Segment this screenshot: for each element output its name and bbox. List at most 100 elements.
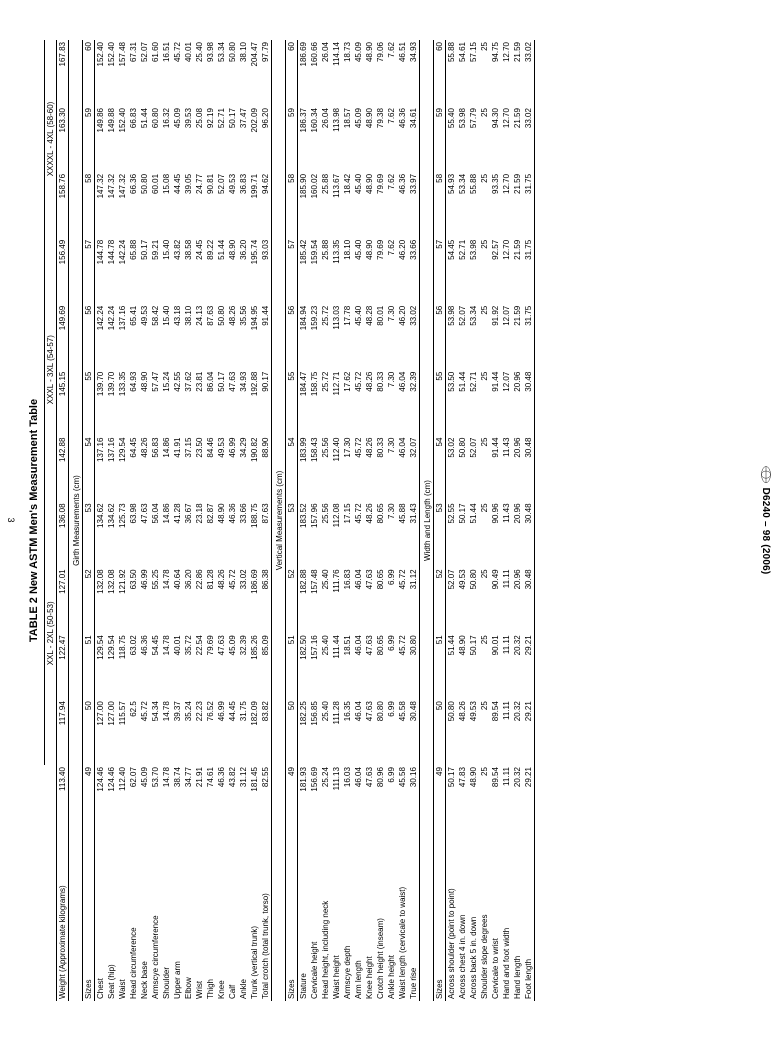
measure-val: 23.50 (194, 436, 205, 502)
measure-val: 7.62 (386, 40, 397, 106)
measure-val: 7.62 (386, 238, 397, 304)
measure-val: 29.21 (523, 633, 535, 699)
measure-val: 53.34 (457, 172, 468, 238)
measure-val: 50.80 (227, 40, 238, 106)
measure-val: 6.99 (386, 633, 397, 699)
measure-val: 25 (479, 567, 490, 633)
sizes-label: Sizes (434, 831, 446, 1001)
measure-val: 86.38 (260, 567, 272, 633)
measure-val: 91.44 (490, 436, 501, 502)
measure-val: 46.99 (139, 567, 150, 633)
measure-val: 25.72 (320, 304, 331, 370)
measure-val: 46.04 (353, 699, 364, 765)
measure-label: Head circumference (128, 831, 139, 1001)
measure-val: 111.76 (331, 567, 342, 633)
astm-logo-icon (760, 466, 772, 484)
measure-val: 24.13 (194, 304, 205, 370)
measure-val: 7.62 (386, 172, 397, 238)
measure-label: Wrist (194, 831, 205, 1001)
measure-val: 45.58 (397, 699, 408, 765)
measure-val: 42.55 (172, 370, 183, 436)
measure-val: 20.32 (512, 699, 523, 765)
measure-val: 60.01 (150, 172, 161, 238)
measure-val: 33.02 (238, 567, 249, 633)
measure-val: 113.98 (331, 106, 342, 172)
weight-val: 136.08 (57, 501, 69, 567)
weight-val: 113.40 (57, 765, 69, 831)
measure-val: 48.26 (364, 501, 375, 567)
size-col: 58 (434, 172, 446, 238)
measure-val: 182.50 (298, 633, 310, 699)
measure-val: 142.24 (95, 304, 107, 370)
measure-val: 17.78 (342, 304, 353, 370)
measure-label: Foot length (523, 831, 535, 1001)
size-col: 54 (83, 436, 95, 502)
size-col: 52 (434, 567, 446, 633)
measure-val: 57.79 (468, 106, 479, 172)
measure-label: Arm length (353, 831, 364, 1001)
measure-val: 67.31 (128, 40, 139, 106)
measure-val: 80.01 (375, 304, 386, 370)
size-col: 50 (83, 699, 95, 765)
measure-val: 7.30 (386, 304, 397, 370)
size-col: 56 (286, 304, 298, 370)
measure-val: 34.29 (238, 436, 249, 502)
measure-val: 183.52 (298, 501, 310, 567)
measure-val: 156.69 (309, 765, 320, 831)
measure-val: 156.85 (309, 699, 320, 765)
measure-val: 133.35 (117, 370, 128, 436)
measure-val: 50.80 (446, 699, 458, 765)
measure-val: 31.43 (408, 501, 420, 567)
measure-label: Elbow (183, 831, 194, 1001)
measure-val: 45.40 (353, 238, 364, 304)
measure-val: 125.73 (117, 501, 128, 567)
measure-val: 57.47 (150, 370, 161, 436)
measure-val: 48.26 (364, 436, 375, 502)
measure-val: 142.24 (106, 304, 117, 370)
measure-val: 55.88 (468, 172, 479, 238)
sizes-label: Sizes (286, 831, 298, 1001)
measure-val: 46.20 (397, 238, 408, 304)
measure-val: 20.96 (512, 501, 523, 567)
measure-val: 137.16 (95, 436, 107, 502)
measure-val: 50.17 (446, 765, 458, 831)
measure-val: 33.02 (408, 304, 420, 370)
measure-label: Ankle height (386, 831, 397, 1001)
measure-val: 48.28 (364, 304, 375, 370)
measure-val: 152.40 (95, 40, 107, 106)
measure-val: 47.63 (364, 765, 375, 831)
measure-val: 20.96 (512, 370, 523, 436)
measure-val: 90.81 (205, 172, 216, 238)
measure-val: 157.48 (309, 567, 320, 633)
measure-val: 17.62 (342, 370, 353, 436)
measure-val: 49.53 (216, 436, 227, 502)
section-heading: Width and Length (cm) (420, 40, 434, 1001)
measure-val: 83.82 (260, 699, 272, 765)
measure-val: 45.09 (172, 106, 183, 172)
measure-val: 48.90 (139, 370, 150, 436)
measure-val: 79.69 (205, 633, 216, 699)
measure-val: 80.33 (375, 370, 386, 436)
measure-label: Calf (227, 831, 238, 1001)
measure-val: 93.35 (490, 172, 501, 238)
measure-val: 82.55 (260, 765, 272, 831)
measure-val: 55.25 (150, 567, 161, 633)
measure-val: 35.24 (183, 699, 194, 765)
measure-val: 152.40 (106, 40, 117, 106)
measure-val: 18.73 (342, 40, 353, 106)
measure-val: 186.69 (249, 567, 260, 633)
measure-val: 25.40 (194, 40, 205, 106)
measure-val: 30.48 (408, 699, 420, 765)
measure-val: 181.93 (298, 765, 310, 831)
measure-val: 46.51 (397, 40, 408, 106)
weight-val: 156.49 (57, 238, 69, 304)
measure-val: 37.47 (238, 106, 249, 172)
measure-val: 12.70 (501, 172, 512, 238)
measure-val: 25 (479, 40, 490, 106)
measure-val: 46.36 (227, 501, 238, 567)
weight-val: 142.88 (57, 436, 69, 502)
measure-val: 25 (479, 765, 490, 831)
measure-val: 31.75 (238, 699, 249, 765)
measure-val: 15.24 (161, 370, 172, 436)
measure-val: 204.47 (249, 40, 260, 106)
